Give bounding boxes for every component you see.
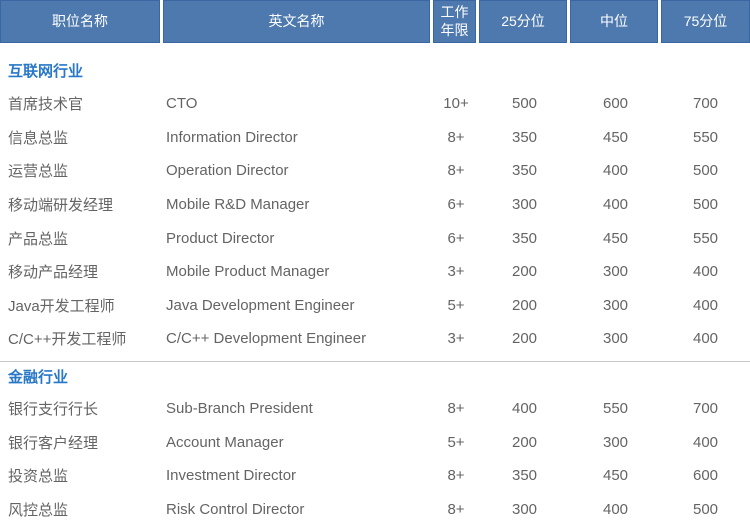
cell-median: 300 (602, 433, 629, 451)
cell-position-name: 信息总监 (8, 129, 69, 147)
cell-english-name: Information Director (166, 128, 298, 146)
cell-p75: 700 (692, 95, 719, 113)
cell-years: 8+ (447, 467, 465, 485)
cell-p25: 350 (511, 128, 538, 146)
cell-median: 450 (602, 128, 629, 146)
cell-median: 300 (602, 263, 629, 281)
table-header-row: 职位名称 英文名称 工作 年限 25分位 中位 75分位 (0, 0, 750, 43)
table-row: 银行支行行长 Sub-Branch President 8+ 400 550 7… (0, 392, 750, 426)
cell-position-name: 移动端研发经理 (8, 197, 114, 215)
cell-english-name: C/C++ Development Engineer (166, 330, 367, 348)
cell-p25: 350 (511, 229, 538, 247)
cell-p75: 400 (692, 433, 719, 451)
section-divider (0, 360, 750, 362)
table-row: 产品总监 Product Director 6+ 350 450 550 (0, 221, 750, 255)
cell-years: 8+ (447, 128, 465, 146)
header-cell-years: 工作 年限 (433, 0, 476, 43)
cell-median: 400 (602, 196, 629, 214)
cell-p25: 350 (511, 467, 538, 485)
cell-p75: 500 (692, 196, 719, 214)
cell-p75: 500 (692, 162, 719, 180)
cell-years: 6+ (447, 229, 465, 247)
table-row: 移动端研发经理 Mobile R&D Manager 6+ 300 400 50… (0, 188, 750, 222)
cell-p25: 300 (511, 196, 538, 214)
cell-years: 10+ (443, 95, 469, 113)
table-row: Java开发工程师 Java Development Engineer 5+ 2… (0, 289, 750, 323)
cell-p75: 500 (692, 500, 719, 518)
cell-p75: 550 (692, 229, 719, 247)
header-cell-p75: 75分位 (661, 0, 750, 43)
cell-median: 300 (602, 330, 629, 348)
cell-median: 300 (602, 296, 629, 314)
cell-position-name: 投资总监 (8, 468, 69, 486)
table-row: C/C++开发工程师 C/C++ Development Engineer 3+… (0, 322, 750, 356)
cell-p25: 350 (511, 162, 538, 180)
cell-position-name: 移动产品经理 (8, 264, 99, 282)
section-title-internet: 互联网行业 (8, 63, 84, 80)
section-title-finance: 金融行业 (8, 368, 69, 386)
cell-position-name: 银行客户经理 (8, 434, 99, 452)
cell-position-name: C/C++开发工程师 (8, 331, 127, 349)
cell-p25: 500 (511, 95, 538, 113)
cell-years: 3+ (447, 263, 465, 281)
cell-p25: 200 (511, 433, 538, 451)
cell-english-name: Java Development Engineer (166, 296, 355, 314)
header-cell-p25: 25分位 (479, 0, 567, 43)
table-row: 运营总监 Operation Director 8+ 350 400 500 (0, 154, 750, 188)
cell-p25: 200 (511, 263, 538, 281)
cell-median: 450 (602, 229, 629, 247)
table-row: 银行客户经理 Account Manager 5+ 200 300 400 (0, 425, 750, 459)
cell-english-name: Product Director (166, 229, 275, 247)
cell-p75: 550 (692, 128, 719, 146)
cell-english-name: Account Manager (166, 433, 284, 451)
cell-years: 8+ (447, 400, 465, 418)
cell-position-name: 银行支行行长 (8, 401, 99, 419)
cell-english-name: Risk Control Director (166, 500, 305, 518)
cell-english-name: CTO (166, 95, 198, 113)
cell-years: 8+ (447, 162, 465, 180)
cell-english-name: Mobile R&D Manager (166, 196, 310, 214)
cell-median: 400 (602, 500, 629, 518)
header-cell-position-name: 职位名称 (0, 0, 160, 43)
header-years-line1: 工作 (440, 4, 469, 20)
cell-years: 3+ (447, 330, 465, 348)
cell-position-name: Java开发工程师 (8, 297, 115, 315)
cell-position-name: 产品总监 (8, 230, 69, 248)
cell-position-name: 风控总监 (8, 501, 69, 519)
header-cell-english-name: 英文名称 (163, 0, 430, 43)
cell-p25: 300 (511, 500, 538, 518)
cell-p75: 600 (692, 467, 719, 485)
header-cell-median: 中位 (570, 0, 658, 43)
table-row: 移动产品经理 Mobile Product Manager 3+ 200 300… (0, 255, 750, 289)
table-row: 风控总监 Risk Control Director 8+ 300 400 50… (0, 493, 750, 527)
cell-position-name: 首席技术官 (8, 96, 84, 114)
table-row: 信息总监 Information Director 8+ 350 450 550 (0, 121, 750, 155)
cell-p25: 200 (511, 330, 538, 348)
cell-median: 400 (602, 162, 629, 180)
cell-english-name: Mobile Product Manager (166, 263, 330, 281)
cell-p25: 400 (511, 400, 538, 418)
cell-p75: 400 (692, 296, 719, 314)
table-row: 投资总监 Investment Director 8+ 350 450 600 (0, 459, 750, 493)
cell-english-name: Sub-Branch President (166, 400, 313, 418)
cell-median: 550 (602, 400, 629, 418)
cell-years: 8+ (447, 500, 465, 518)
cell-years: 6+ (447, 196, 465, 214)
header-years-line2: 年限 (440, 21, 469, 38)
cell-english-name: Operation Director (166, 162, 289, 180)
cell-median: 450 (602, 467, 629, 485)
cell-english-name: Investment Director (166, 467, 297, 485)
cell-years: 5+ (447, 296, 465, 314)
cell-years: 5+ (447, 433, 465, 451)
cell-p75: 400 (692, 263, 719, 281)
cell-p25: 200 (511, 296, 538, 314)
table-row: 首席技术官 CTO 10+ 500 600 700 (0, 87, 750, 121)
cell-p75: 700 (692, 400, 719, 418)
cell-position-name: 运营总监 (8, 163, 69, 181)
cell-median: 600 (602, 95, 629, 113)
cell-p75: 400 (692, 330, 719, 348)
